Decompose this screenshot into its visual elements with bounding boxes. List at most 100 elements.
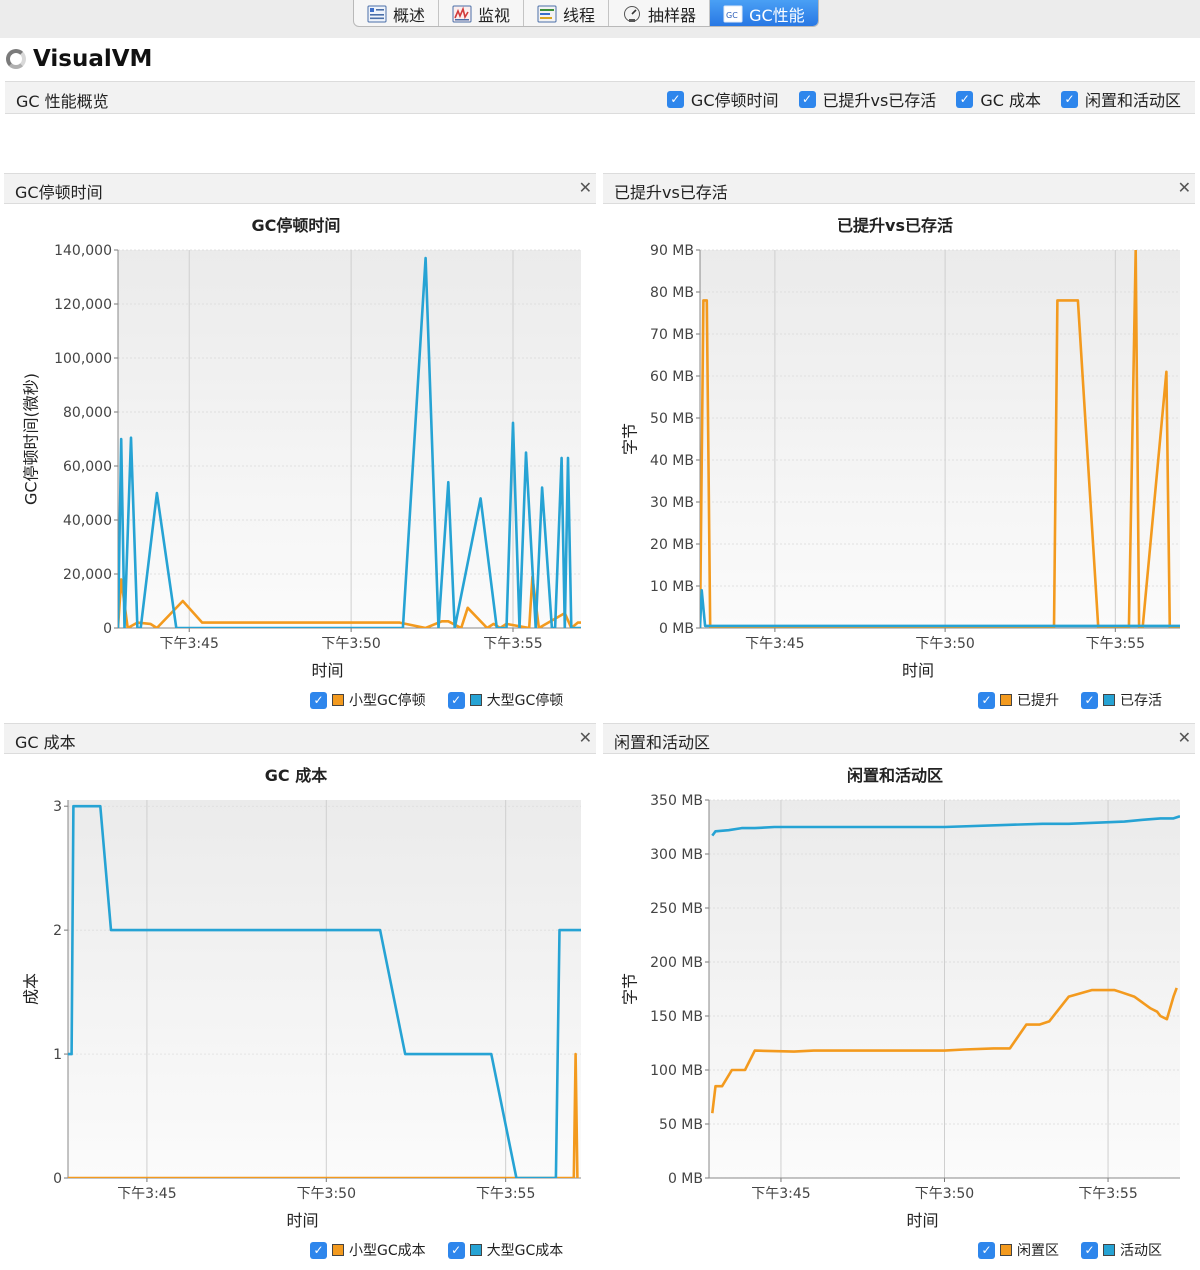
legend-swatch xyxy=(1000,1244,1012,1256)
panel-header: GC 成本 ✕ xyxy=(4,723,596,754)
checkbox-checked-icon[interactable]: ✓ xyxy=(1081,1241,1098,1259)
legend-label: 闲置区 xyxy=(1017,1243,1059,1259)
tab-threads[interactable]: 线程 xyxy=(524,0,610,26)
series-line-orange xyxy=(700,250,1180,628)
panel-title: 已提升vs已存活 xyxy=(614,183,728,202)
legend-swatch xyxy=(332,694,344,706)
promoted-vs-survived-chart: 已提升vs已存活 0 MB 10 MB 20 MB 30 MB 40 MB 50 MB 60 … xyxy=(621,216,1180,680)
y-tick-label: 200 MB xyxy=(650,955,703,971)
panel-promoted-vs-survived: 已提升vs已存活 ✕ 已提升vs已存活 0 MB 10 MB 20 MB 30 MB 40… xyxy=(603,173,1195,718)
svg-text:GC: GC xyxy=(726,11,738,20)
toggle-label: 已提升vs已存活 xyxy=(822,91,937,110)
series-line-orange xyxy=(711,987,1178,1114)
checkbox-checked-icon[interactable]: ✓ xyxy=(978,691,995,709)
sampler-icon xyxy=(624,5,641,22)
x-tick-label: 下午3:55 xyxy=(476,1186,535,1202)
toggle-label: 闲置和活动区 xyxy=(1084,91,1181,110)
close-icon[interactable]: ✕ xyxy=(1177,178,1191,197)
y-tick-label: 80,000 xyxy=(63,405,112,421)
x-tick-label: 下午3:50 xyxy=(915,636,974,652)
tab-sampler-label: 抽样器 xyxy=(648,5,697,25)
x-axis-label: 时间 xyxy=(311,661,343,680)
tab-monitor-label: 监视 xyxy=(478,5,511,25)
y-tick-label: 150 MB xyxy=(650,1009,703,1025)
legend-item-minor-gc-cost[interactable]: ✓ 小型GC成本 xyxy=(310,1240,426,1260)
series-line-blue xyxy=(118,256,581,628)
legend-item-minor-gc-pause[interactable]: ✓ 小型GC停顿 xyxy=(310,690,426,710)
x-tick-label: 下午3:45 xyxy=(745,636,804,652)
y-tick-label: 2 xyxy=(53,923,62,939)
chart-legend: ✓ 小型GC停顿 ✓ 大型GC停顿 xyxy=(310,690,563,710)
legend-swatch xyxy=(469,694,482,706)
x-tick-label: 下午3:55 xyxy=(483,636,542,652)
tab-overview[interactable]: 概述 xyxy=(354,0,440,26)
legend-item-idle-space[interactable]: ✓ 闲置区 xyxy=(978,1240,1059,1260)
panel-title: GC停顿时间 xyxy=(15,183,103,202)
y-tick-label: 80 MB xyxy=(650,285,694,301)
y-tick-label: 20 MB xyxy=(650,537,694,553)
chart-visibility-toggles: ✓ GC停顿时间 ✓ 已提升vs已存活 ✓ GC 成本 ✓ 闲置和活动区 xyxy=(666,87,1181,111)
checkbox-checked-icon[interactable]: ✓ xyxy=(447,1241,465,1259)
y-tick-label: 120,000 xyxy=(54,297,112,313)
y-tick-label: 1 xyxy=(53,1047,62,1063)
legend-swatch xyxy=(332,1244,344,1256)
legend-item-survived[interactable]: ✓ 已存活 xyxy=(1081,690,1162,710)
gc-overview-bar: GC 性能概览 ✓ GC停顿时间 ✓ 已提升vs已存活 ✓ GC 成本 ✓ 闲置… xyxy=(5,81,1195,114)
monitor-icon xyxy=(452,5,472,22)
chart-legend: ✓ 已提升 ✓ 已存活 xyxy=(978,690,1162,710)
tab-sampler[interactable]: 抽样器 xyxy=(609,0,711,26)
legend-item-major-gc-cost[interactable]: ✓ 大型GC成本 xyxy=(447,1240,563,1260)
tab-overview-label: 概述 xyxy=(393,5,426,25)
toggle-gc-pause-time[interactable]: ✓ GC停顿时间 xyxy=(666,87,779,111)
y-tick-label: 50 MB xyxy=(650,411,694,427)
panel-title: 闲置和活动区 xyxy=(614,733,711,752)
x-axis-label: 时间 xyxy=(286,1211,318,1230)
checkbox-checked-icon[interactable]: ✓ xyxy=(1081,691,1098,709)
close-icon[interactable]: ✕ xyxy=(1177,728,1191,747)
legend-label: 已存活 xyxy=(1120,693,1162,709)
y-tick-label: 40 MB xyxy=(650,453,694,469)
x-tick-label: 下午3:50 xyxy=(321,636,380,652)
chart-title: 闲置和活动区 xyxy=(847,766,943,785)
close-icon[interactable]: ✕ xyxy=(578,728,592,747)
close-icon[interactable]: ✕ xyxy=(578,178,592,197)
x-tick-label: 下午3:50 xyxy=(297,1186,356,1202)
panel-idle-active-space: 闲置和活动区 ✕ 闲置和活动区 0 MB 50 MB 100 MB 150 MB 200 … xyxy=(603,723,1195,1268)
tab-gc-performance[interactable]: GC GC性能 xyxy=(710,0,818,26)
tab-monitor[interactable]: 监视 xyxy=(439,0,525,26)
y-axis-label: 成本 xyxy=(22,973,41,1005)
legend-item-active-space[interactable]: ✓ 活动区 xyxy=(1081,1240,1162,1260)
y-tick-label: 250 MB xyxy=(650,901,703,917)
legend-item-promoted[interactable]: ✓ 已提升 xyxy=(978,690,1059,710)
gc-icon: GC xyxy=(723,5,743,22)
toggle-promoted-vs-survived[interactable]: ✓ 已提升vs已存活 xyxy=(798,87,937,111)
checkbox-checked-icon[interactable]: ✓ xyxy=(310,691,327,709)
view-tabs: 概述 监视 线程 xyxy=(353,0,819,27)
y-tick-label: 70 MB xyxy=(650,327,694,343)
view-tab-bar: 概述 监视 线程 xyxy=(0,0,1200,38)
series-group xyxy=(68,804,581,1178)
legend-item-major-gc-pause[interactable]: ✓ 大型GC停顿 xyxy=(447,690,563,710)
checkbox-checked-icon[interactable]: ✓ xyxy=(666,90,684,108)
overview-icon xyxy=(367,5,387,22)
toggle-gc-cost[interactable]: ✓ GC 成本 xyxy=(956,87,1041,111)
y-tick-label: 350 MB xyxy=(650,793,703,809)
panel-gc-pause-time: GC停顿时间 ✕ GC停顿时间 0 20,000 40,000 60,000 80,000… xyxy=(4,173,596,718)
y-tick-label: 10 MB xyxy=(650,579,694,595)
y-tick-label: 0 xyxy=(103,621,112,637)
app-title: VisualVM xyxy=(33,46,153,72)
tab-threads-label: 线程 xyxy=(563,5,596,25)
panel-header: 已提升vs已存活 ✕ xyxy=(603,173,1195,204)
y-axis-label: 字节 xyxy=(621,423,640,455)
toggle-idle-active-space[interactable]: ✓ 闲置和活动区 xyxy=(1060,87,1181,111)
checkbox-checked-icon[interactable]: ✓ xyxy=(1060,90,1078,108)
checkbox-checked-icon[interactable]: ✓ xyxy=(956,90,974,108)
checkbox-checked-icon[interactable]: ✓ xyxy=(978,1241,995,1259)
y-tick-label: 50 MB xyxy=(659,1117,703,1133)
checkbox-checked-icon[interactable]: ✓ xyxy=(798,90,816,108)
chart-legend: ✓ 小型GC成本 ✓ 大型GC成本 xyxy=(310,1240,563,1260)
panel-title: GC 成本 xyxy=(15,733,76,752)
checkbox-checked-icon[interactable]: ✓ xyxy=(310,1241,327,1259)
app-header: VisualVM xyxy=(6,46,152,72)
checkbox-checked-icon[interactable]: ✓ xyxy=(447,691,465,709)
